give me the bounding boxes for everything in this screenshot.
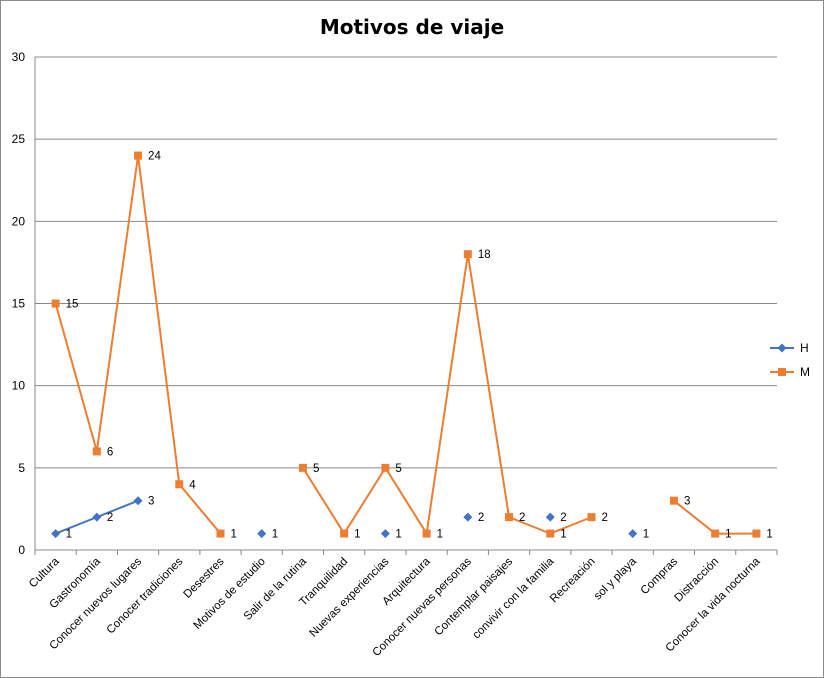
point-H [545,512,555,522]
legend-marker-H [777,343,787,353]
point-M [216,529,225,538]
x-tick-label: Motivos de estudio [192,556,268,632]
series-line-M [302,253,592,535]
point-M [298,463,307,472]
gridlines [35,56,777,469]
x-tick-label: Contemplar paisajes [433,555,516,638]
point-M [669,496,678,505]
point-M [463,250,472,259]
data-label-M: 2 [602,512,608,524]
y-tick-label: 30 [12,50,26,64]
data-label-M: 6 [107,446,113,458]
legend-marker-M [778,368,786,376]
point-H [257,529,267,539]
legend-label-H: H [800,341,809,355]
data-label-M: 5 [395,463,401,475]
data-label-M: 15 [66,299,79,311]
data-label-H: 3 [148,496,154,508]
y-tick-label: 25 [12,132,26,146]
data-label-M: 24 [148,151,161,163]
data-label-H: 1 [643,529,649,541]
point-H [463,512,473,522]
point-M [752,529,761,538]
point-M [340,529,349,538]
y-tick-label: 15 [12,297,26,311]
series-markers [51,151,761,539]
point-H [628,529,638,539]
legend: HM [770,341,810,379]
y-tick-label: 10 [12,379,26,393]
data-label-H: 2 [107,512,113,524]
series-line-M [54,154,222,535]
point-M [546,529,555,538]
y-tick-label: 20 [12,214,26,228]
y-axis: 0 5 10 15 20 25 30 [12,50,36,557]
point-H [380,529,390,539]
x-tick-label: convivir con la familia [471,555,557,641]
point-M [92,447,101,456]
point-M [51,299,60,308]
data-label-M: 2 [519,512,525,524]
point-H [51,529,61,539]
data-label-M: 1 [560,529,566,541]
data-label-H: 1 [272,529,278,541]
point-M [175,480,184,489]
point-M [587,513,596,522]
point-M [381,463,390,472]
legend-label-M: M [800,365,810,379]
x-tick-label: Recreación [548,556,598,606]
data-label-H: 2 [478,512,484,524]
point-M [422,529,431,538]
x-tick-label: Nuevas experiencias [308,555,392,639]
data-label-M: 3 [684,496,690,508]
data-label-H: 1 [395,529,401,541]
y-tick-label: 5 [18,461,25,475]
data-label-M: 5 [313,463,319,475]
data-label-H: 2 [560,512,566,524]
point-H [92,512,102,522]
point-M [505,513,514,522]
x-tick-label: Compras [639,555,681,597]
data-label-M: 1 [766,529,772,541]
y-tick-label: 0 [18,543,25,557]
data-label-M: 4 [189,479,196,491]
chart-title: Motivos de viaje [319,15,505,39]
data-label-M: 1 [354,529,360,541]
data-label-M: 1 [725,529,731,541]
point-M [134,151,143,160]
x-tick-label: Conocer tradiciones [105,555,186,636]
series-lines [54,154,757,535]
point-H [133,496,143,506]
data-label-H: 1 [66,529,72,541]
x-tick-label: Cultura [27,555,62,590]
data-label-M: 18 [478,249,491,261]
data-label-M: 1 [437,529,443,541]
x-tick-label: sol y playa [592,555,639,602]
point-M [711,529,720,538]
data-label-M: 1 [231,529,237,541]
